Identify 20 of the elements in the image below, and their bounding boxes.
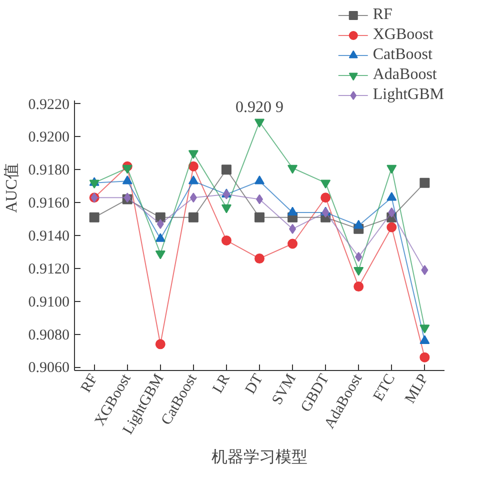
x-axis-title: 机器学习模型: [212, 448, 308, 466]
y-tick-label: 0.9100: [28, 294, 70, 310]
y-tick-label: 0.9080: [28, 327, 70, 344]
y-tick-label: 0.9160: [28, 196, 70, 212]
y-tick-label: 0.9220: [28, 96, 70, 113]
legend-label: XGBoost: [372, 26, 434, 44]
x-tick-label: RF: [78, 371, 102, 396]
y-tick-label: 0.9060: [28, 360, 70, 376]
y-tick-label: 0.9140: [28, 228, 70, 244]
annotation: 0.920 9: [236, 98, 284, 116]
y-tick-label: 0.9200: [28, 130, 70, 146]
y-tick-label: 0.9180: [28, 162, 70, 179]
legend-label: RF: [372, 6, 393, 24]
y-axis-title: AUC值: [3, 163, 20, 213]
x-tick-label: DT: [242, 371, 266, 397]
y-tick-label: 0.9120: [28, 261, 70, 278]
legend-label: LightGBM: [372, 86, 444, 104]
x-tick-label: LR: [210, 371, 234, 396]
legend-label: AdaBoost: [372, 66, 437, 84]
legend-label: CatBoost: [372, 46, 432, 64]
